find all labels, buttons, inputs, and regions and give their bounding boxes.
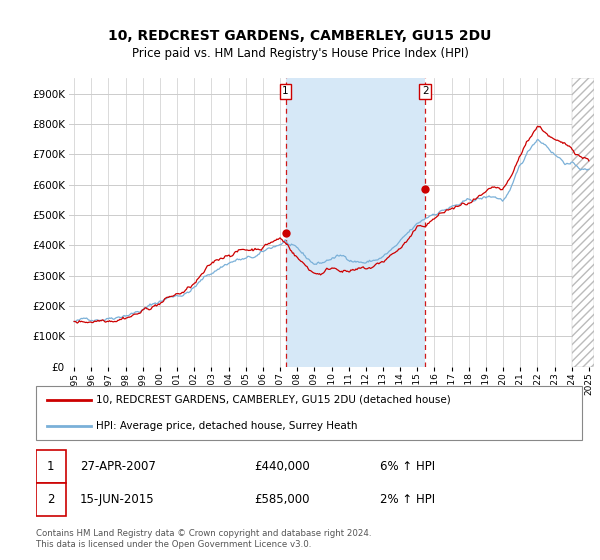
Text: 10, REDCREST GARDENS, CAMBERLEY, GU15 2DU (detached house): 10, REDCREST GARDENS, CAMBERLEY, GU15 2D…	[96, 395, 451, 405]
Bar	[286, 78, 425, 367]
Bar	[572, 78, 594, 367]
Text: 1: 1	[47, 460, 55, 473]
Text: 6% ↑ HPI: 6% ↑ HPI	[380, 460, 435, 473]
Text: £585,000: £585,000	[254, 493, 310, 506]
Text: 1: 1	[282, 86, 289, 96]
Text: HPI: Average price, detached house, Surrey Heath: HPI: Average price, detached house, Surr…	[96, 421, 358, 431]
Text: £440,000: £440,000	[254, 460, 310, 473]
FancyBboxPatch shape	[36, 450, 66, 483]
Text: 2: 2	[422, 86, 428, 96]
Text: 10, REDCREST GARDENS, CAMBERLEY, GU15 2DU: 10, REDCREST GARDENS, CAMBERLEY, GU15 2D…	[109, 29, 491, 44]
Text: 2% ↑ HPI: 2% ↑ HPI	[380, 493, 435, 506]
Text: 15-JUN-2015: 15-JUN-2015	[80, 493, 154, 506]
Text: Contains HM Land Registry data © Crown copyright and database right 2024.
This d: Contains HM Land Registry data © Crown c…	[36, 529, 371, 549]
Text: 2: 2	[47, 493, 55, 506]
Text: 27-APR-2007: 27-APR-2007	[80, 460, 155, 473]
FancyBboxPatch shape	[36, 386, 582, 440]
FancyBboxPatch shape	[36, 483, 66, 516]
Text: Price paid vs. HM Land Registry's House Price Index (HPI): Price paid vs. HM Land Registry's House …	[131, 46, 469, 60]
